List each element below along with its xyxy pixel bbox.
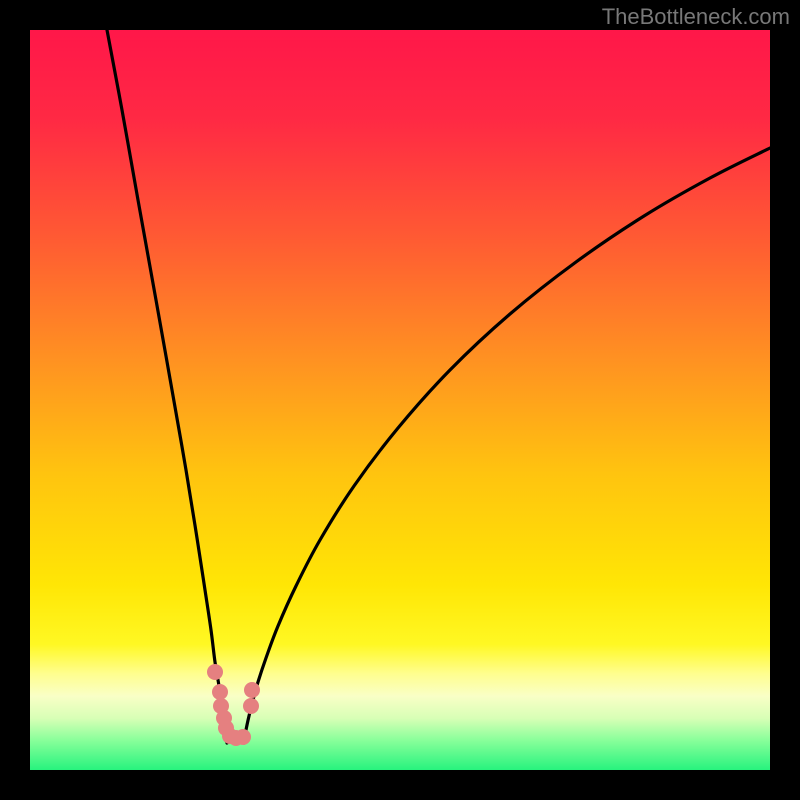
marker-dot bbox=[212, 684, 228, 700]
chart-background bbox=[30, 30, 770, 770]
chart-svg bbox=[0, 0, 800, 800]
marker-dot bbox=[207, 664, 223, 680]
chart-frame: TheBottleneck.com bbox=[0, 0, 800, 800]
marker-dot bbox=[244, 682, 260, 698]
marker-dot bbox=[235, 729, 251, 745]
marker-dot bbox=[243, 698, 259, 714]
